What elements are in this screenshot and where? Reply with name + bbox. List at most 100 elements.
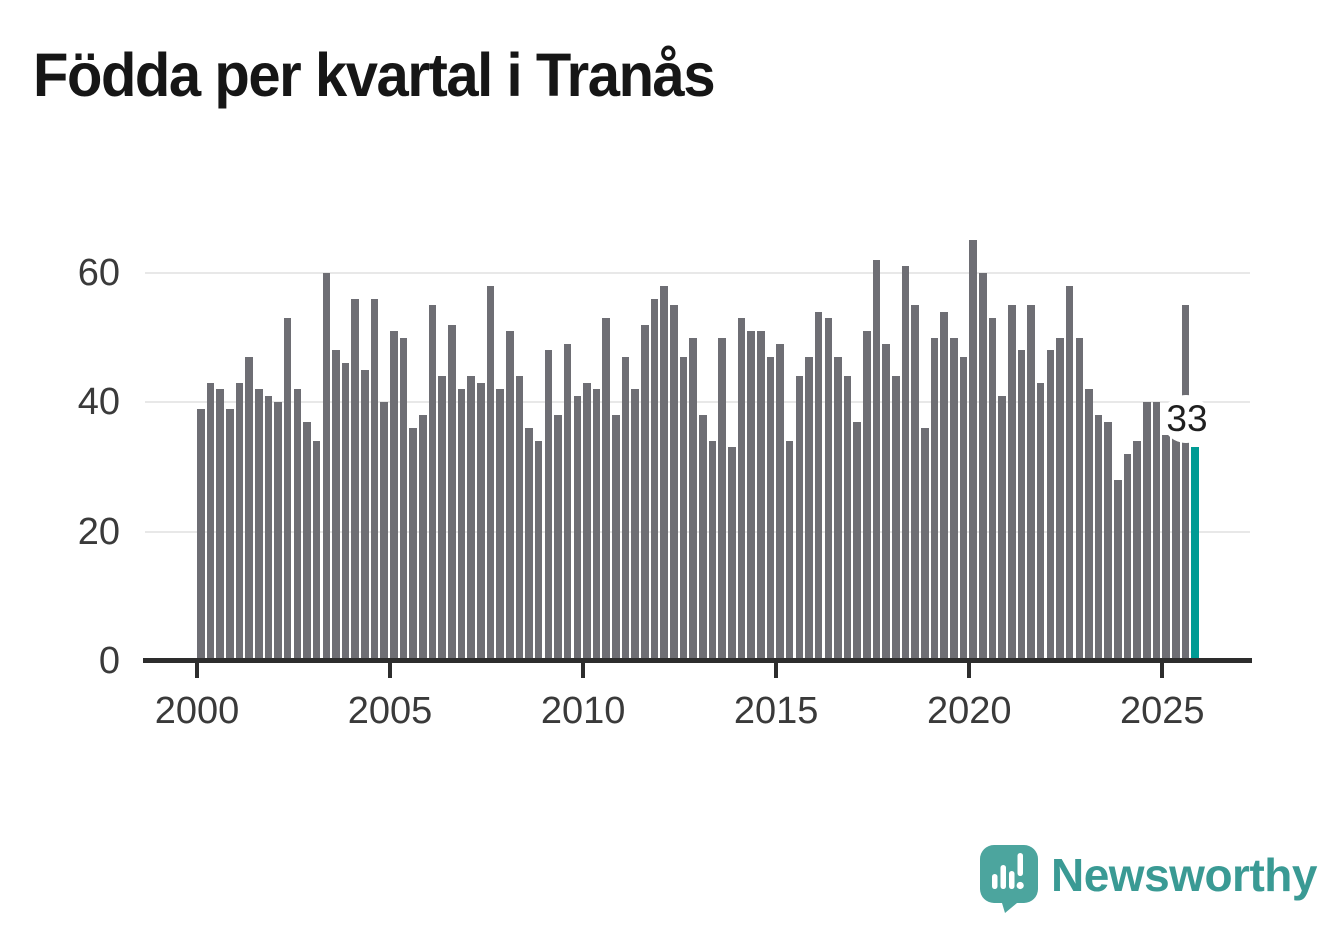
- bar: [1056, 337, 1064, 661]
- bar: [216, 389, 224, 661]
- bar: [1027, 305, 1035, 661]
- bar: [245, 356, 253, 661]
- bar: [679, 356, 688, 661]
- logo-exclamation-stem: [1017, 853, 1023, 876]
- bar: [660, 285, 668, 661]
- bar: [534, 441, 543, 661]
- bar: [1017, 350, 1026, 661]
- bar: [515, 376, 524, 661]
- bar: [476, 382, 485, 661]
- bar: [225, 408, 234, 661]
- bar: [795, 376, 804, 661]
- bar: [911, 305, 919, 661]
- bar: [1036, 382, 1045, 661]
- bar: [950, 337, 958, 661]
- bar: [940, 311, 948, 661]
- x-axis-tick-2010: [581, 663, 586, 678]
- bar: [785, 441, 794, 661]
- bar: [496, 389, 504, 661]
- x-axis-tick-2020: [967, 663, 972, 678]
- bar: [612, 415, 620, 661]
- bar: [747, 331, 755, 661]
- bar: [1065, 285, 1074, 661]
- bar: [341, 363, 350, 661]
- bar: [834, 356, 842, 661]
- bar: [457, 389, 466, 661]
- bar: [409, 428, 417, 661]
- bar: [727, 447, 736, 661]
- bar: [1094, 415, 1103, 661]
- bar: [1181, 305, 1190, 661]
- bar: [882, 343, 891, 661]
- bar: [293, 389, 302, 661]
- bar: [448, 324, 456, 661]
- x-axis-label-2000: 2000: [154, 690, 240, 732]
- x-axis-tick-2000: [195, 663, 199, 678]
- bar: [892, 376, 900, 661]
- x-axis-tick-2015: [774, 663, 779, 678]
- bar: [370, 298, 379, 661]
- annotation-value: 33: [1166, 398, 1208, 439]
- bar: [254, 389, 263, 661]
- bar: [689, 337, 697, 661]
- bar: [438, 376, 446, 661]
- bar: [756, 331, 765, 661]
- bar: [921, 428, 929, 661]
- y-axis-label-0: 0: [98, 640, 120, 682]
- bar: [708, 441, 717, 661]
- bar: [283, 318, 292, 661]
- chart-title: Födda per kvartal i Tranås: [33, 41, 716, 109]
- bar: [264, 395, 273, 661]
- bar: [428, 305, 437, 661]
- bar: [419, 415, 427, 661]
- bar: [361, 369, 369, 661]
- gridline-40: [145, 401, 1250, 404]
- bar: [322, 272, 331, 661]
- bar: [505, 331, 514, 661]
- bar: [670, 305, 678, 661]
- bar: [554, 415, 562, 661]
- bar: [1046, 350, 1055, 661]
- logo-bar-medium: [1009, 871, 1015, 889]
- bar: [998, 395, 1006, 661]
- bar: [1114, 479, 1122, 661]
- bar: [872, 259, 881, 661]
- bar: [843, 376, 852, 661]
- bar: [766, 356, 775, 661]
- bar: [641, 324, 649, 661]
- bar: [1104, 421, 1113, 661]
- bar: [1152, 402, 1161, 661]
- bar: [351, 298, 360, 661]
- bar: [776, 343, 784, 661]
- logo-bar-small: [992, 874, 998, 889]
- bar: [399, 337, 408, 661]
- bar: [1075, 337, 1084, 661]
- bar: [332, 350, 340, 661]
- bar: [959, 356, 968, 661]
- bar: [235, 382, 244, 661]
- x-axis-line: [143, 658, 1252, 663]
- bar: [525, 428, 533, 661]
- bar: [1172, 428, 1180, 661]
- logo-bar-tall: [1000, 865, 1006, 889]
- bar: [1085, 389, 1093, 661]
- bar: [563, 343, 572, 661]
- bar: [573, 395, 582, 661]
- bar: [699, 415, 707, 661]
- bar: [718, 337, 726, 661]
- x-axis-tick-2005: [388, 663, 393, 678]
- bar: [901, 266, 910, 661]
- annotation-halo: [1162, 395, 1210, 443]
- bar: [1123, 453, 1132, 661]
- bar: [978, 272, 987, 661]
- bar-highlight: [1191, 447, 1199, 661]
- bar: [583, 382, 591, 661]
- bar: [853, 421, 862, 661]
- bar: [988, 318, 997, 661]
- bar: [602, 318, 611, 661]
- bar: [631, 389, 640, 661]
- bar: [1133, 441, 1142, 661]
- bar: [486, 285, 495, 661]
- x-axis-label-2005: 2005: [347, 690, 433, 732]
